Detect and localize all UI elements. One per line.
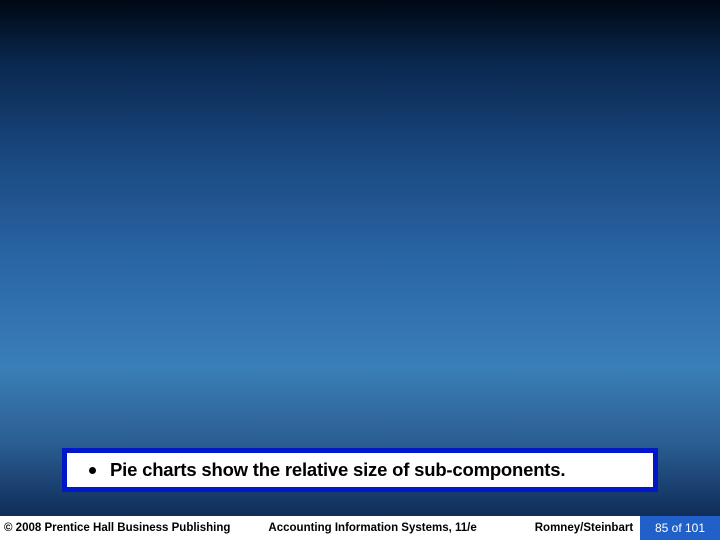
footer-page-number: 85 of 101 [640,516,720,540]
bullet-icon [89,467,96,474]
content-box: Pie charts show the relative size of sub… [62,448,658,492]
bullet-line: Pie charts show the relative size of sub… [81,459,643,481]
footer-title: Accounting Information Systems, 11/e [268,522,476,534]
bullet-text: Pie charts show the relative size of sub… [110,459,565,481]
slide: Pie charts show the relative size of sub… [0,0,720,540]
footer-authors: Romney/Steinbart [535,522,633,534]
footer-left: © 2008 Prentice Hall Business Publishing… [0,516,640,540]
footer: © 2008 Prentice Hall Business Publishing… [0,516,720,540]
footer-copyright: © 2008 Prentice Hall Business Publishing [4,522,230,534]
